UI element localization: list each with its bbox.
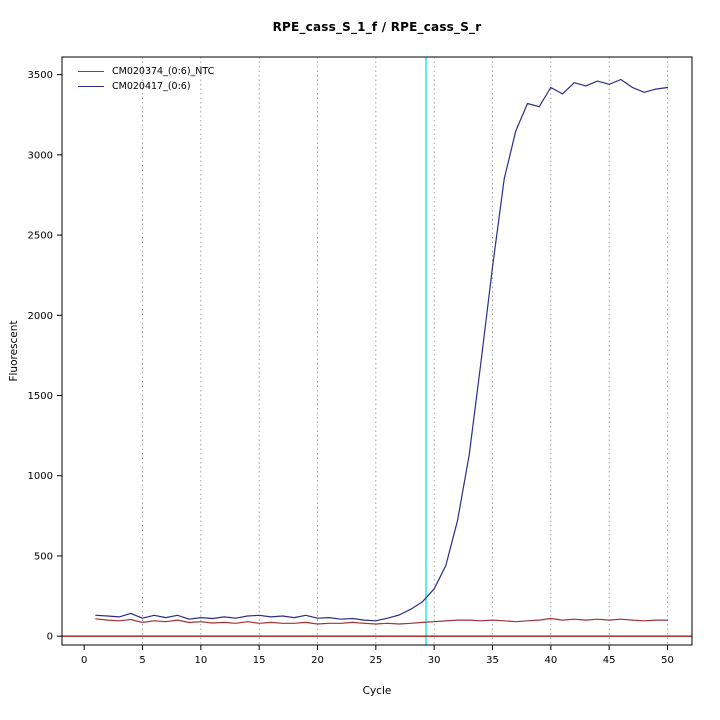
svg-text:45: 45 <box>603 655 616 666</box>
svg-text:35: 35 <box>486 655 499 666</box>
svg-text:50: 50 <box>661 655 674 666</box>
svg-text:15: 15 <box>253 655 266 666</box>
svg-text:40: 40 <box>544 655 557 666</box>
svg-text:0: 0 <box>47 632 53 643</box>
chart-title: RPE_cass_S_1_f / RPE_cass_S_r <box>272 20 482 34</box>
svg-text:2000: 2000 <box>28 311 53 322</box>
legend-item-sample: CM020417_(0:6) <box>78 80 214 92</box>
svg-text:500: 500 <box>34 551 53 562</box>
svg-text:1000: 1000 <box>28 471 53 482</box>
svg-text:10: 10 <box>194 655 207 666</box>
svg-text:25: 25 <box>369 655 382 666</box>
x-axis-label: Cycle <box>362 685 392 697</box>
svg-text:2500: 2500 <box>28 231 53 242</box>
sample-line-swatch <box>78 85 104 87</box>
legend-label-sample: CM020417_(0:6) <box>112 80 191 92</box>
ntc-line-swatch <box>78 70 104 72</box>
legend-label-ntc: CM020374_(0:6)_NTC <box>112 65 215 77</box>
legend: CM020374_(0:6)_NTC CM020417_(0:6) <box>78 65 214 92</box>
legend-item-ntc: CM020374_(0:6)_NTC <box>78 65 214 77</box>
svg-text:0: 0 <box>81 655 87 666</box>
svg-text:3000: 3000 <box>28 150 53 161</box>
svg-text:30: 30 <box>428 655 441 666</box>
svg-text:20: 20 <box>311 655 324 666</box>
svg-text:5: 5 <box>139 655 145 666</box>
svg-text:3500: 3500 <box>28 70 53 81</box>
svg-text:1500: 1500 <box>28 391 53 402</box>
